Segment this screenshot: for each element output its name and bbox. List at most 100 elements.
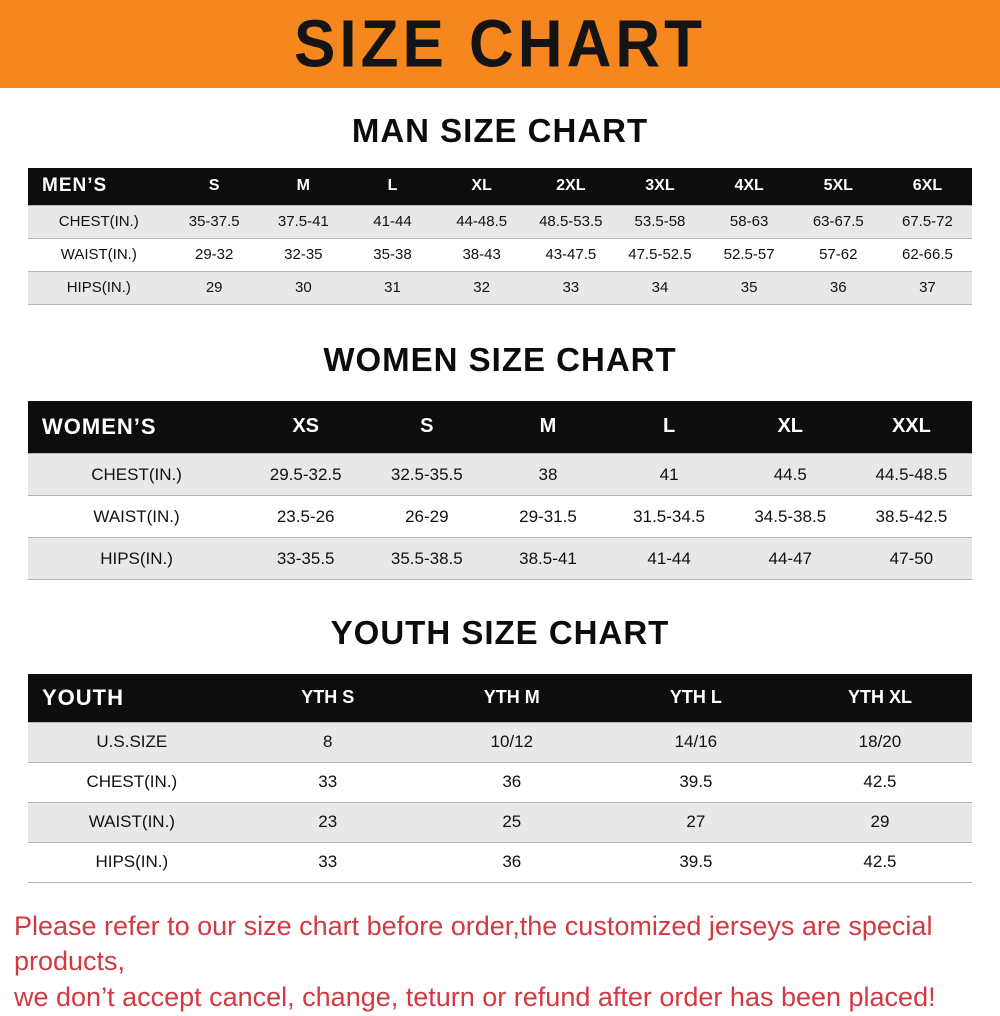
size-value-cell: 32.5-35.5	[366, 454, 487, 496]
size-value-cell: 63-67.5	[794, 205, 883, 238]
size-value-cell: 29	[788, 802, 972, 842]
footer-line-2: we don’t accept cancel, change, teturn o…	[14, 980, 986, 1016]
size-column-header: M	[487, 401, 608, 454]
size-value-cell: 14/16	[604, 722, 788, 762]
size-value-cell: 39.5	[604, 762, 788, 802]
size-value-cell: 33-35.5	[245, 538, 366, 580]
size-value-cell: 35	[705, 271, 794, 304]
size-column-header: L	[609, 401, 730, 454]
measure-row-label: CHEST(IN.)	[28, 454, 245, 496]
size-column-header: XL	[730, 401, 851, 454]
size-value-cell: 41-44	[609, 538, 730, 580]
size-value-cell: 42.5	[788, 842, 972, 882]
measure-row-label: HIPS(IN.)	[28, 538, 245, 580]
size-value-cell: 38-43	[437, 238, 526, 271]
measure-row-label: U.S.SIZE	[28, 722, 236, 762]
size-value-cell: 18/20	[788, 722, 972, 762]
size-value-cell: 36	[420, 762, 604, 802]
size-value-cell: 57-62	[794, 238, 883, 271]
size-value-cell: 27	[604, 802, 788, 842]
youth-section-heading: YOUTH SIZE CHART	[0, 614, 1000, 652]
size-value-cell: 38	[487, 454, 608, 496]
women-section-heading: WOMEN SIZE CHART	[0, 341, 1000, 379]
size-value-cell: 38.5-42.5	[851, 496, 972, 538]
size-value-cell: 36	[420, 842, 604, 882]
size-value-cell: 34	[615, 271, 704, 304]
size-column-header: 4XL	[705, 168, 794, 205]
size-value-cell: 25	[420, 802, 604, 842]
size-value-cell: 44.5	[730, 454, 851, 496]
size-column-header: XXL	[851, 401, 972, 454]
size-column-header: XS	[245, 401, 366, 454]
size-value-cell: 47.5-52.5	[615, 238, 704, 271]
size-value-cell: 37	[883, 271, 972, 304]
page-title: SIZE CHART	[294, 6, 706, 83]
size-column-header: 2XL	[526, 168, 615, 205]
size-value-cell: 52.5-57	[705, 238, 794, 271]
size-value-cell: 29	[170, 271, 259, 304]
size-value-cell: 35-38	[348, 238, 437, 271]
size-column-header: 5XL	[794, 168, 883, 205]
size-value-cell: 41	[609, 454, 730, 496]
banner: SIZE CHART	[0, 0, 1000, 88]
size-value-cell: 33	[526, 271, 615, 304]
size-value-cell: 48.5-53.5	[526, 205, 615, 238]
table-corner-label: MEN’S	[28, 168, 170, 205]
size-value-cell: 29.5-32.5	[245, 454, 366, 496]
size-column-header: S	[366, 401, 487, 454]
size-value-cell: 23.5-26	[245, 496, 366, 538]
size-value-cell: 41-44	[348, 205, 437, 238]
size-value-cell: 53.5-58	[615, 205, 704, 238]
measure-row-label: CHEST(IN.)	[28, 205, 170, 238]
size-value-cell: 29-32	[170, 238, 259, 271]
size-value-cell: 42.5	[788, 762, 972, 802]
size-column-header: XL	[437, 168, 526, 205]
size-value-cell: 39.5	[604, 842, 788, 882]
size-value-cell: 29-31.5	[487, 496, 608, 538]
size-value-cell: 8	[236, 722, 420, 762]
size-value-cell: 44-48.5	[437, 205, 526, 238]
size-value-cell: 62-66.5	[883, 238, 972, 271]
size-value-cell: 44-47	[730, 538, 851, 580]
size-value-cell: 30	[259, 271, 348, 304]
size-column-header: 6XL	[883, 168, 972, 205]
size-value-cell: 32-35	[259, 238, 348, 271]
measure-row-label: WAIST(IN.)	[28, 802, 236, 842]
size-value-cell: 31	[348, 271, 437, 304]
size-value-cell: 10/12	[420, 722, 604, 762]
size-value-cell: 31.5-34.5	[609, 496, 730, 538]
size-value-cell: 67.5-72	[883, 205, 972, 238]
size-column-header: 3XL	[615, 168, 704, 205]
measure-row-label: WAIST(IN.)	[28, 238, 170, 271]
size-value-cell: 26-29	[366, 496, 487, 538]
size-column-header: L	[348, 168, 437, 205]
size-column-header: YTH M	[420, 674, 604, 722]
size-value-cell: 38.5-41	[487, 538, 608, 580]
measure-row-label: WAIST(IN.)	[28, 496, 245, 538]
measure-row-label: HIPS(IN.)	[28, 842, 236, 882]
size-value-cell: 36	[794, 271, 883, 304]
size-column-header: YTH S	[236, 674, 420, 722]
measure-row-label: CHEST(IN.)	[28, 762, 236, 802]
size-value-cell: 58-63	[705, 205, 794, 238]
size-column-header: M	[259, 168, 348, 205]
size-value-cell: 33	[236, 842, 420, 882]
size-value-cell: 35-37.5	[170, 205, 259, 238]
footer-line-1: Please refer to our size chart before or…	[14, 909, 986, 981]
